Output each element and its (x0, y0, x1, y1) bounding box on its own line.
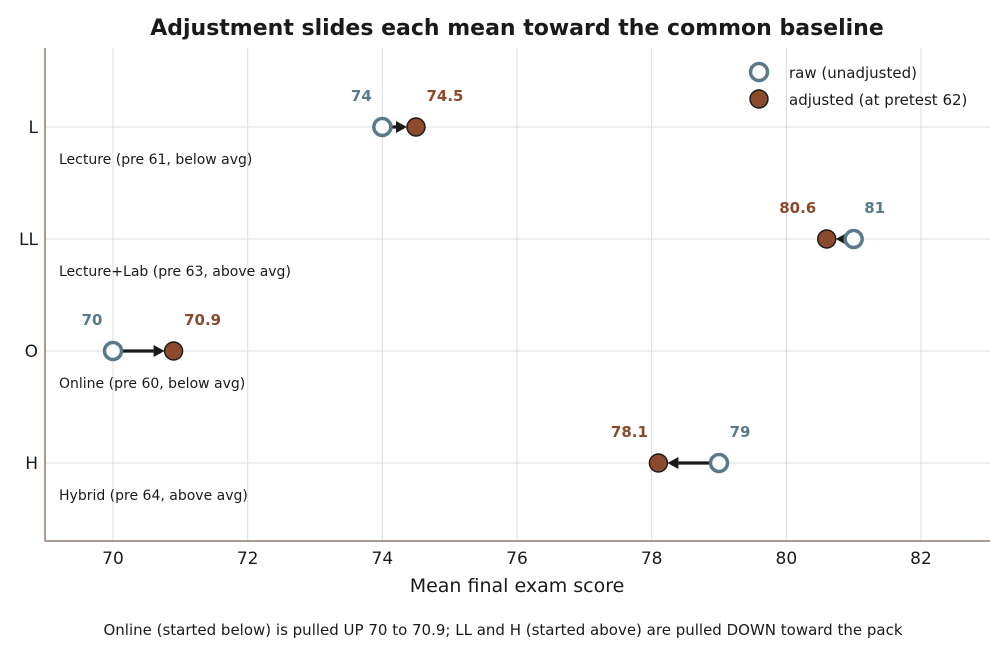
arrow-head-O (153, 345, 165, 357)
legend-adjusted-marker (749, 89, 769, 109)
x-axis-label: Mean final exam score (410, 575, 625, 597)
y-tick-label-O: O (25, 342, 38, 362)
arrows (123, 121, 847, 469)
adjusted-value-label-H: 78.1 (611, 423, 648, 441)
x-tick-label-72: 72 (237, 549, 259, 569)
x-tick-label-76: 76 (506, 549, 528, 569)
x-tick-label-74: 74 (372, 549, 394, 569)
y-tick-label-L: L (29, 118, 39, 138)
y-tick-label-H: H (25, 454, 38, 474)
adjusted-value-label-L: 74.5 (426, 87, 463, 105)
x-tick-label-78: 78 (641, 549, 663, 569)
adjusted-point-L (406, 117, 426, 137)
raw-point-H (708, 452, 730, 474)
group-label-LL: Lecture+Lab (pre 63, above avg) (59, 264, 291, 280)
y-tick-label-LL: LL (19, 230, 38, 250)
raw-value-label-LL: 81 (864, 199, 885, 217)
x-ticks: 70 72 74 76 78 80 82 (102, 549, 932, 569)
value-labels: 74 74.5 81 80.6 70 70.9 79 78.1 (82, 87, 886, 441)
group-label-O: Online (pre 60, below avg) (59, 376, 245, 392)
raw-point-L (372, 116, 393, 138)
raw-value-label-H: 79 (730, 423, 751, 441)
group-label-H: Hybrid (pre 64, above avg) (59, 488, 248, 504)
raw-point-LL (843, 228, 864, 250)
adjusted-point-O (163, 341, 184, 361)
adjusted-point-H (648, 453, 669, 473)
adjusted-point-LL (817, 229, 837, 249)
legend-raw-label: raw (unadjusted) (789, 64, 917, 82)
group-labels: Lecture (pre 61, below avg) Lecture+Lab (… (59, 152, 291, 504)
grid (45, 48, 990, 541)
points (102, 116, 864, 474)
raw-value-label-L: 74 (351, 87, 372, 105)
chart-caption: Online (started below) is pulled UP 70 t… (103, 621, 902, 639)
raw-point-O (102, 340, 124, 362)
adjusted-value-label-LL: 80.6 (779, 199, 816, 217)
legend-raw-marker (748, 61, 770, 83)
arrow-head-H (667, 457, 679, 469)
arrow-head-L (396, 121, 407, 133)
group-label-L: Lecture (pre 61, below avg) (59, 152, 252, 168)
x-tick-label-80: 80 (776, 549, 798, 569)
chart-title: Adjustment slides each mean toward the c… (150, 16, 884, 41)
x-tick-label-70: 70 (102, 549, 124, 569)
legend: raw (unadjusted) adjusted (at pretest 62… (748, 61, 967, 109)
adjusted-value-label-O: 70.9 (184, 311, 221, 329)
x-tick-label-82: 82 (910, 549, 932, 569)
legend-adjusted-label: adjusted (at pretest 62) (789, 91, 967, 109)
raw-value-label-O: 70 (82, 311, 103, 329)
